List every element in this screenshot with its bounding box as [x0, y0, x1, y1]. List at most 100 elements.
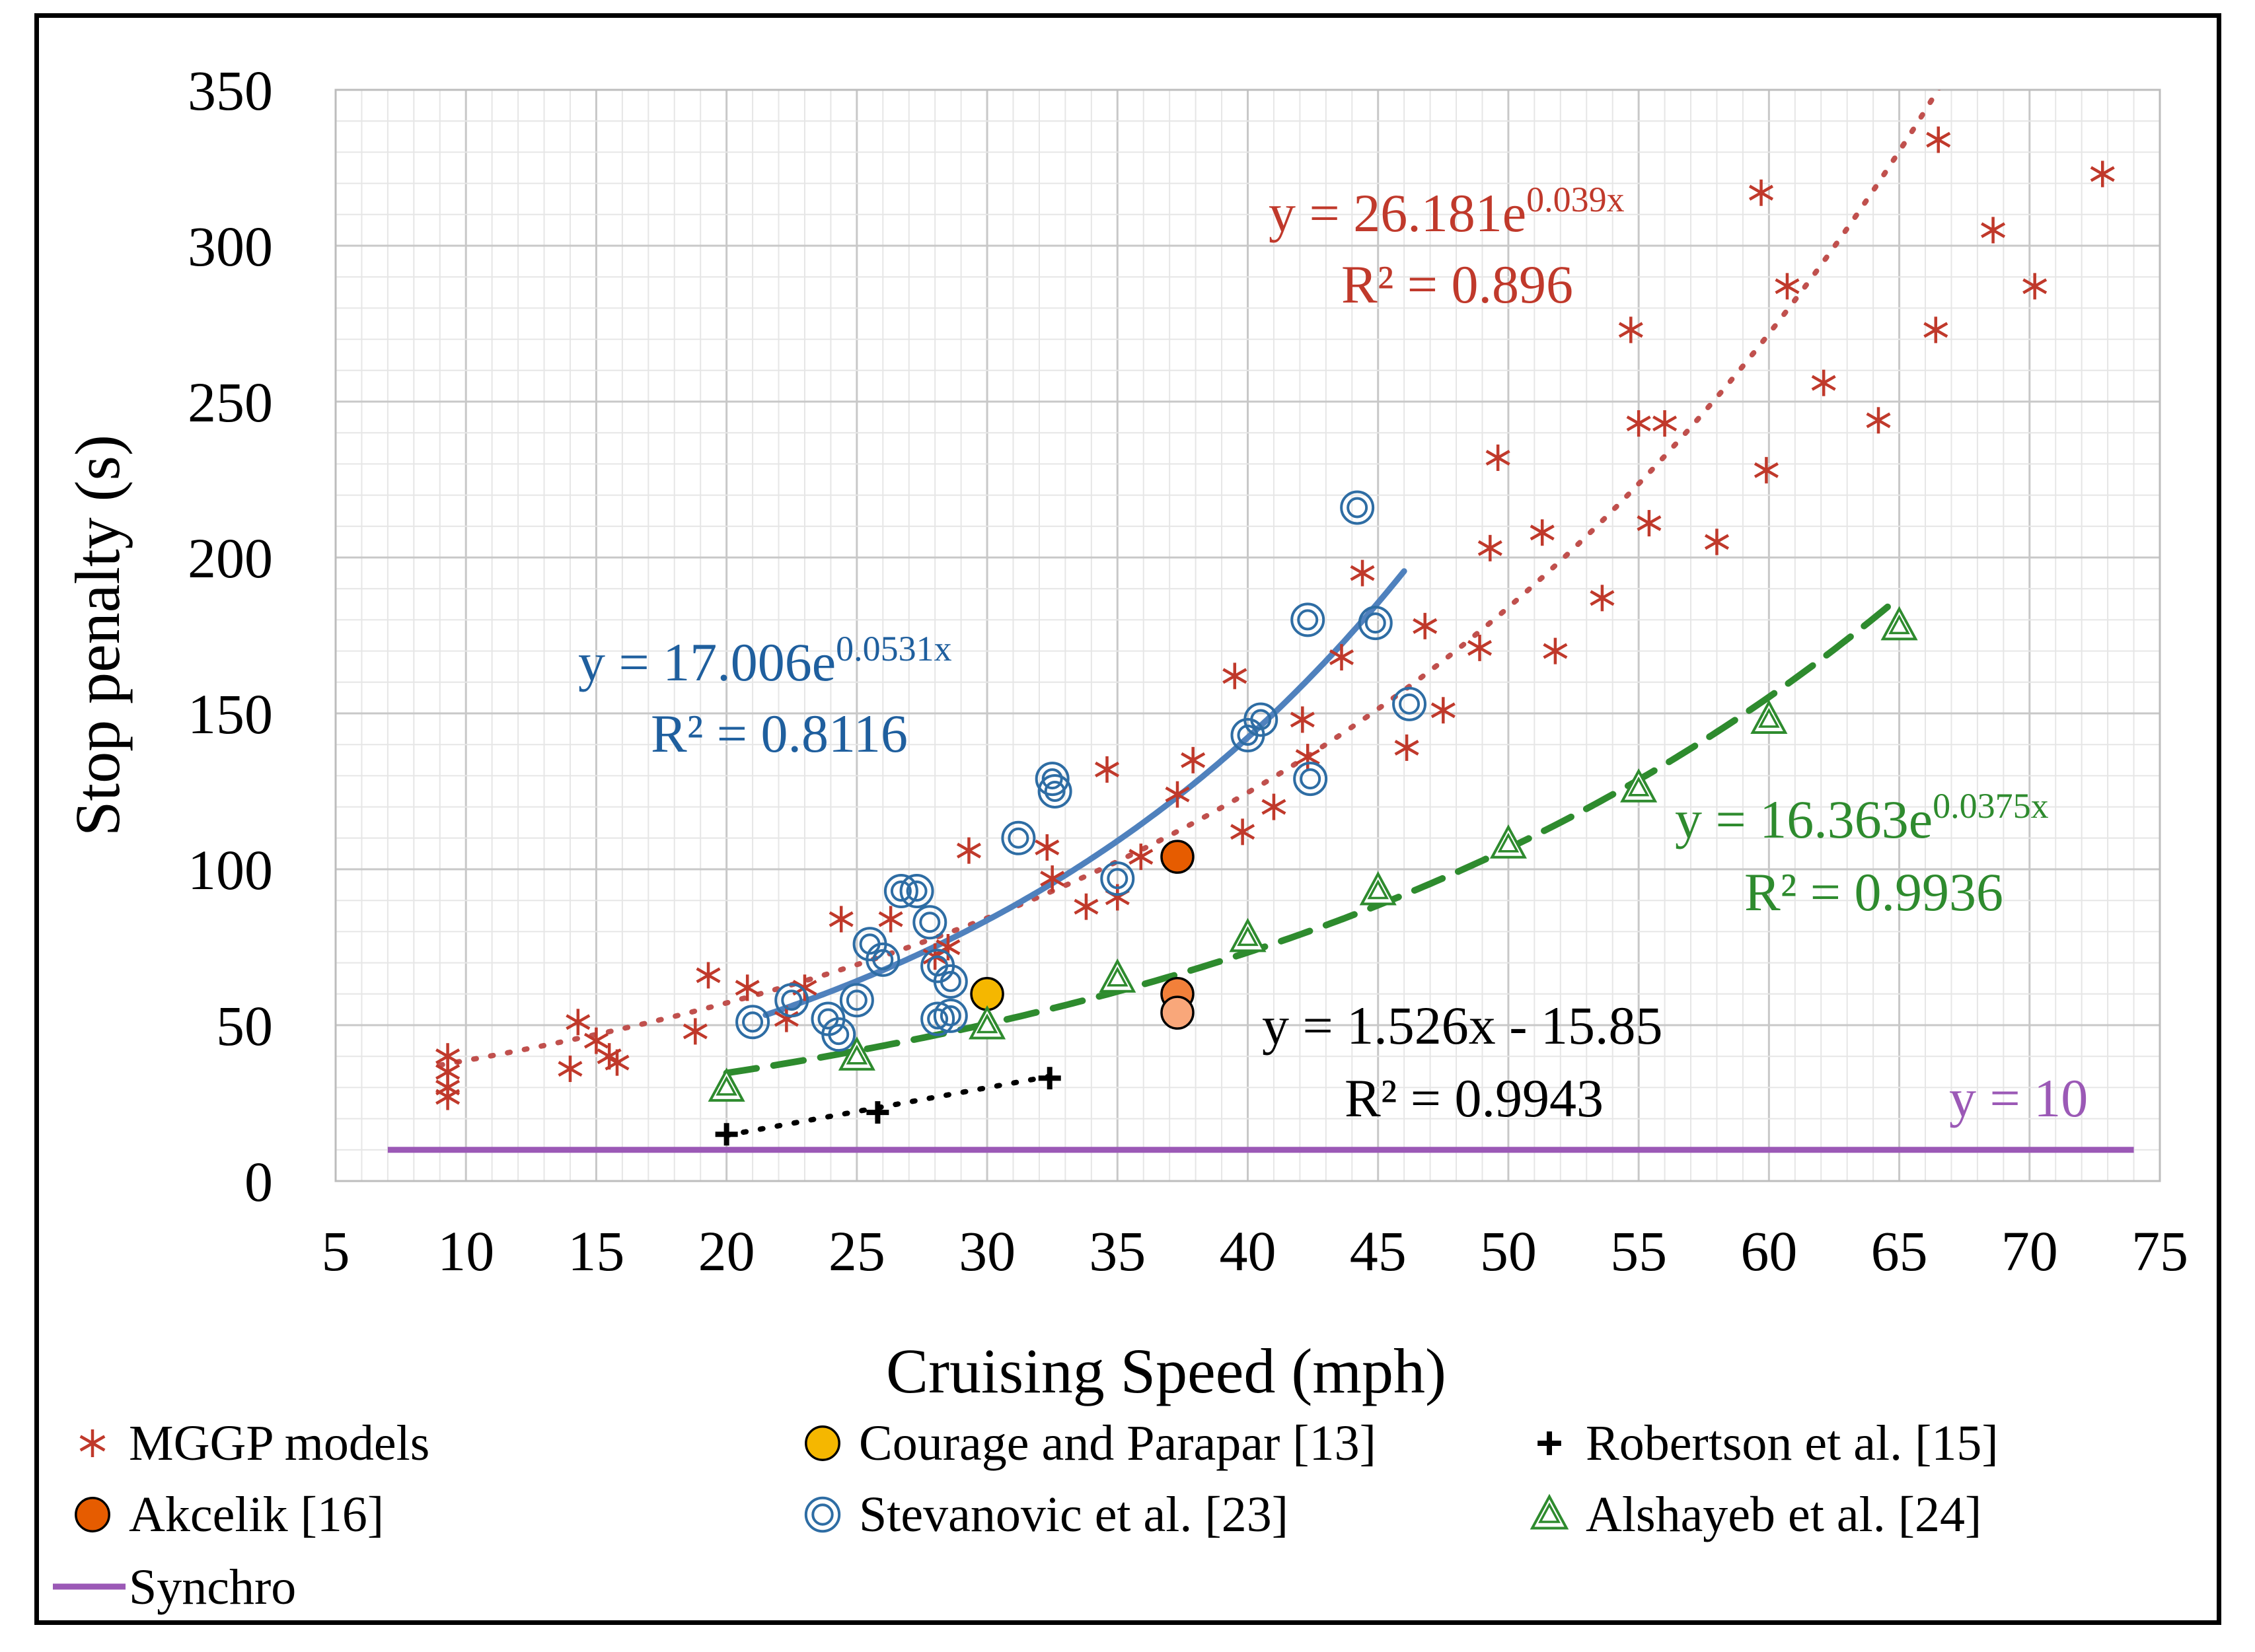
marker-inner: [1367, 879, 1389, 900]
legend-label-akcelik: Akcelik [16]: [129, 1487, 384, 1542]
marker-inner: [846, 1044, 868, 1065]
marker-stroke: [1230, 824, 1255, 840]
marker-stroke: [1637, 515, 1662, 532]
point-akcelik: [1160, 840, 1195, 874]
marker-inner: [1250, 709, 1272, 731]
marker-stroke: [605, 1054, 630, 1071]
marker-stroke: [2022, 278, 2048, 295]
point-mggp: [1866, 407, 1891, 434]
marker-outer: [821, 1017, 856, 1052]
marker-inner: [976, 1013, 998, 1034]
x-tick-label: 65: [1871, 1219, 1928, 1283]
marker-stroke: [956, 842, 981, 859]
marker-stroke: [1704, 534, 1729, 550]
marker-inner: [1538, 1502, 1561, 1523]
point-stevanovic: [883, 874, 918, 909]
stevanovic-equation-base: y = 17.006e: [578, 632, 836, 692]
legend-marker-robertson: [1537, 1431, 1561, 1455]
legend-symbol: [804, 1496, 841, 1533]
point-mggp: [1923, 316, 1948, 343]
legend-symbol: [1537, 1431, 1561, 1455]
mggp-equation-base: y = 26.181e: [1269, 183, 1526, 243]
y-tick-label: 350: [188, 59, 273, 122]
point-stevanovic: [1243, 702, 1278, 737]
marker-stroke: [1295, 749, 1320, 766]
y-tick-label: 250: [188, 371, 273, 434]
x-tick-label: 70: [2001, 1219, 2058, 1283]
marker-stroke: [566, 1014, 591, 1030]
legend-item-akcelik: Akcelik [16]: [75, 1487, 384, 1542]
point-mggp: [1926, 126, 1951, 153]
x-tick-label: 50: [1480, 1219, 1537, 1283]
marker-outer: [735, 1005, 770, 1040]
marker-stroke: [558, 1061, 583, 1077]
y-tick-label: 50: [216, 994, 273, 1058]
marker-inner: [1364, 612, 1386, 634]
marker-inner: [1497, 832, 1520, 853]
legend-label-courage: Courage and Parapar [13]: [859, 1416, 1376, 1471]
marker-outer: [1100, 861, 1135, 896]
marker-outer: [969, 1005, 1006, 1040]
point-stevanovic: [1293, 762, 1328, 797]
x-tick-label: 60: [1740, 1219, 1797, 1283]
x-tick-label: 5: [322, 1219, 350, 1283]
marker-outer: [920, 1001, 955, 1036]
stevanovic-equation-exponent: 0.0531x: [836, 629, 952, 668]
point-mggp: [1295, 744, 1320, 771]
x-tick-label: 10: [437, 1219, 494, 1283]
point-alshayeb: [708, 1067, 745, 1102]
marker-stroke: [1165, 786, 1190, 803]
point-mggp: [1394, 734, 1419, 761]
marker-outer: [804, 1496, 841, 1533]
x-tick-label: 20: [698, 1219, 755, 1283]
marker-stroke: [1543, 643, 1568, 659]
marker-outer: [933, 998, 968, 1033]
point-stevanovic: [920, 1001, 955, 1036]
stevanovic-r2: R² = 0.8116: [651, 703, 908, 764]
trendline-stevanovic: [762, 568, 1407, 1019]
marker-stroke: [1128, 849, 1154, 865]
point-stevanovic: [1340, 490, 1375, 525]
marker-inner: [890, 880, 912, 902]
marker-outer: [1340, 490, 1375, 525]
synchro-annotation: y = 10: [1949, 1068, 2088, 1128]
point-robertson: [715, 1123, 738, 1146]
legend-marker-alshayeb: [1530, 1493, 1569, 1530]
marker-stroke: [2090, 166, 2115, 182]
marker-outer: [1358, 606, 1393, 641]
marker-stroke: [1754, 462, 1779, 478]
marker-stroke: [774, 1011, 799, 1027]
point-stevanovic: [1290, 602, 1325, 637]
marker-outer: [1001, 820, 1036, 855]
point-alshayeb: [1620, 768, 1658, 803]
point-mggp: [1074, 893, 1099, 920]
point-stevanovic: [1358, 606, 1393, 641]
legend-label-mggp: MGGP models: [129, 1416, 429, 1471]
legend-label-robertson: Robertson et al. [15]: [1586, 1416, 1999, 1471]
legend-symbol: [805, 1425, 840, 1461]
point-mggp: [1704, 528, 1729, 556]
marker-inner: [1237, 926, 1259, 947]
point-mggp: [1040, 865, 1065, 892]
marker-outer: [1290, 602, 1325, 637]
point-stevanovic: [774, 983, 809, 1018]
marker-outer: [1530, 1493, 1569, 1530]
marker-stroke: [1261, 799, 1286, 815]
robertson-r2: R² = 0.9943: [1345, 1068, 1604, 1128]
point-mggp: [1128, 844, 1154, 871]
marker-stroke: [1652, 415, 1678, 431]
point-mggp: [435, 1083, 461, 1110]
marker-stroke: [1626, 415, 1651, 431]
trendlines: [437, 90, 1941, 1138]
marker-outer: [708, 1067, 745, 1102]
legend-item-alshayeb: Alshayeb et al. [24]: [1530, 1487, 1981, 1542]
legend-item-robertson: Robertson et al. [15]: [1537, 1416, 1999, 1471]
point-alshayeb: [969, 1005, 1006, 1040]
point-courage: [970, 977, 1004, 1011]
x-tick-label: 75: [2131, 1219, 2188, 1283]
point-stevanovic: [1001, 820, 1036, 855]
point-mggp: [1543, 637, 1568, 664]
point-alshayeb: [1880, 606, 1918, 641]
marker-stroke: [1329, 649, 1354, 665]
